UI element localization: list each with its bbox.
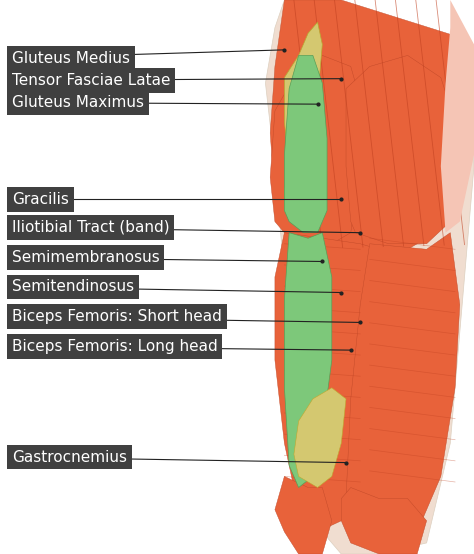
Polygon shape [275, 233, 389, 532]
Polygon shape [275, 476, 332, 554]
Polygon shape [341, 488, 427, 554]
Text: Biceps Femoris: Long head: Biceps Femoris: Long head [12, 338, 218, 354]
Polygon shape [270, 55, 360, 244]
Text: Iliotibial Tract (band): Iliotibial Tract (band) [12, 219, 170, 235]
Text: Gluteus Medius: Gluteus Medius [12, 50, 130, 66]
Text: Tensor Fasciae Latae: Tensor Fasciae Latae [12, 73, 170, 88]
Text: Gracilis: Gracilis [12, 192, 69, 207]
Polygon shape [441, 0, 474, 233]
Polygon shape [294, 388, 346, 488]
Text: Gastrocnemius: Gastrocnemius [12, 449, 127, 465]
Polygon shape [346, 55, 460, 244]
Polygon shape [265, 0, 474, 554]
Polygon shape [284, 155, 318, 222]
Polygon shape [284, 22, 322, 177]
Polygon shape [270, 0, 474, 277]
Polygon shape [346, 233, 460, 548]
Polygon shape [284, 233, 332, 488]
Text: Semimembranosus: Semimembranosus [12, 250, 160, 265]
Text: Biceps Femoris: Short head: Biceps Femoris: Short head [12, 309, 222, 325]
Text: Semitendinosus: Semitendinosus [12, 279, 134, 295]
Text: Gluteus Maximus: Gluteus Maximus [12, 95, 144, 110]
Polygon shape [284, 55, 327, 233]
